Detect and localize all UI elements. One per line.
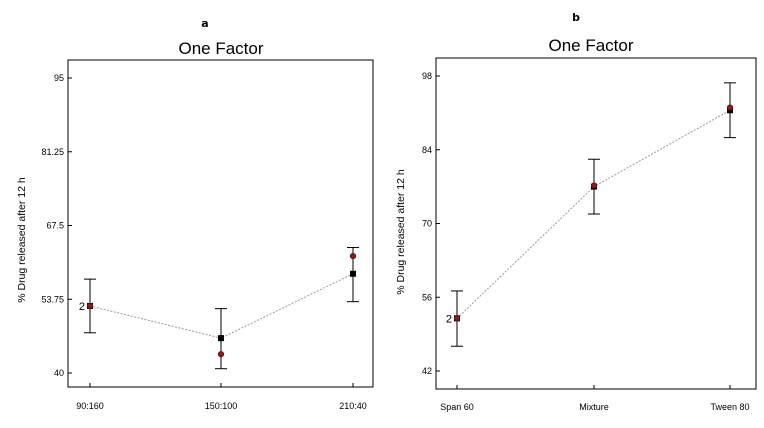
panel-b-ytick-label: 56 <box>422 292 432 302</box>
panel-b-count-label: 2 <box>446 313 452 325</box>
panel-a-observed-point <box>217 351 225 358</box>
panel-b-xtick-label: Span 60 <box>440 402 474 412</box>
panel-a-observed-point <box>349 252 357 260</box>
panel-b-letter: b <box>572 11 580 24</box>
panel-b-ytick-label: 84 <box>422 145 432 155</box>
panel-b-observed-point <box>726 104 734 111</box>
panel-a-count-label: 2 <box>79 301 85 313</box>
panel-b-xtick-label: Mixture <box>579 402 609 412</box>
panel-a-xtick-label: 210:40 <box>339 401 367 411</box>
panel-a-observed-point <box>86 302 94 310</box>
panel-a-ytick-label: 67.5 <box>46 221 64 231</box>
panel-a-ytick-label: 53.75 <box>41 294 64 304</box>
panel-b-ytick-label: 70 <box>422 219 432 229</box>
panel-a-marks: 95 81.25 67.5 53.75 40 90:160 150:100 210:40 2 <box>41 73 366 411</box>
panel-a-ytick-label: 95 <box>54 73 64 83</box>
panel-a-ytick-label: 40 <box>54 368 64 378</box>
panel-a-predicted-point <box>350 270 356 277</box>
panel-b-observed-point <box>453 315 461 322</box>
panel-a: a One Factor % Drug released after 12 h … <box>16 17 374 411</box>
panel-a-ylabel: % Drug released after 12 h <box>16 177 28 303</box>
panel-b-observed-point <box>590 182 598 189</box>
panel-b-ylabel: % Drug released after 12 h <box>395 169 407 295</box>
panel-b-xtick-label: Tween 80 <box>710 402 749 412</box>
panel-a-title: One Factor <box>178 39 263 58</box>
panel-b-title: One Factor <box>548 36 633 55</box>
panel-b-marks: 98 84 70 56 42 Span 60 Mixture Tween 80 2 <box>422 71 750 412</box>
panel-a-predicted-point <box>218 335 224 342</box>
panel-b-plot-frame <box>435 57 757 390</box>
panel-a-letter: a <box>201 17 208 30</box>
panel-a-xtick-label: 150:100 <box>205 401 238 411</box>
panel-b: b One Factor % Drug released after 12 h … <box>395 11 757 412</box>
panel-b-ytick-label: 98 <box>422 71 432 81</box>
panel-a-xtick-label: 90:160 <box>76 401 104 411</box>
panel-a-ytick-label: 81.25 <box>41 147 64 157</box>
panel-b-ytick-label: 42 <box>422 366 432 376</box>
